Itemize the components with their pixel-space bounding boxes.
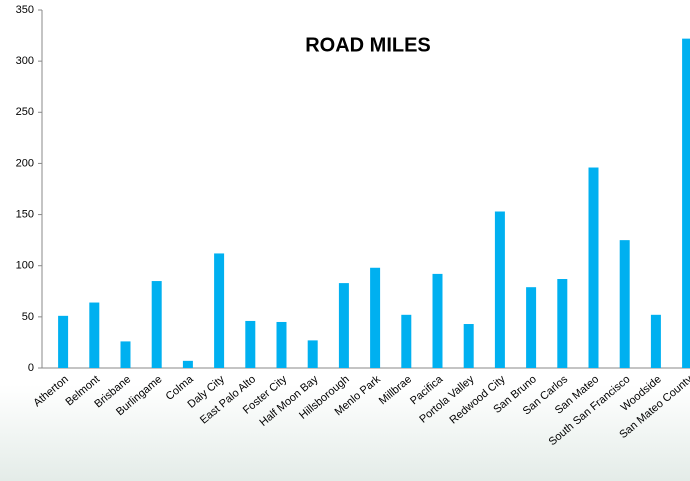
bar	[557, 279, 568, 368]
y-tick-label: 250	[16, 106, 34, 118]
y-tick-label: 50	[22, 311, 34, 323]
bar	[588, 167, 599, 368]
y-tick-label: 200	[16, 157, 34, 169]
y-tick-label: 100	[16, 260, 34, 272]
bar	[682, 38, 690, 368]
bar	[307, 340, 318, 368]
bar	[526, 287, 537, 368]
bar	[619, 240, 630, 368]
bar	[276, 321, 287, 368]
bar	[182, 360, 193, 368]
bar	[370, 267, 381, 368]
bar	[650, 314, 661, 368]
bar	[338, 283, 349, 368]
bar	[58, 315, 69, 368]
chart-title: ROAD MILES	[305, 34, 431, 56]
bar	[89, 302, 100, 368]
bar	[463, 324, 474, 368]
bar	[401, 314, 412, 368]
bar	[432, 273, 443, 368]
bar	[151, 281, 162, 368]
bar	[245, 320, 256, 368]
y-tick-label: 0	[28, 362, 34, 374]
y-tick-label: 350	[16, 4, 34, 16]
bar	[120, 341, 131, 368]
y-tick-label: 150	[16, 208, 34, 220]
bar	[494, 211, 505, 368]
y-tick-label: 300	[16, 55, 34, 67]
bar	[214, 253, 225, 368]
